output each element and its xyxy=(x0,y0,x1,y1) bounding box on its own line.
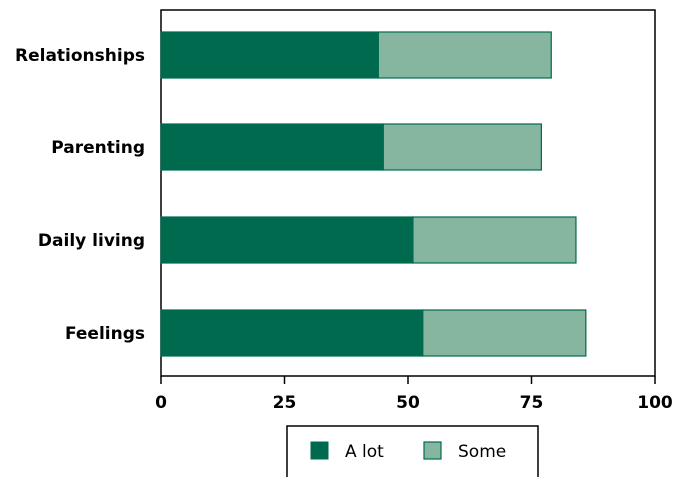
x-axis: 0 25 50 75 100 xyxy=(155,376,673,413)
x-tick-label: 50 xyxy=(396,393,420,413)
legend-swatch-a-lot xyxy=(310,441,329,460)
bar-a-lot-parenting xyxy=(160,123,384,171)
bar-a-lot-feelings xyxy=(160,309,424,357)
bar-a-lot-daily-living xyxy=(160,216,414,264)
category-labels: Relationships Parenting Daily living Feelin… xyxy=(15,46,145,344)
category-label: Parenting xyxy=(51,138,145,158)
legend-box xyxy=(286,425,539,477)
bar-some-relationships xyxy=(377,31,552,79)
legend-label-a-lot: A lot xyxy=(345,442,384,462)
legend: A lot Some xyxy=(286,425,539,477)
bar-some-daily-living xyxy=(412,216,577,264)
bar-some-feelings xyxy=(422,309,587,357)
category-label: Daily living xyxy=(38,231,145,251)
legend-label-some: Some xyxy=(458,442,506,462)
bar-some-parenting xyxy=(382,123,542,171)
x-tick-label: 0 xyxy=(155,393,167,413)
x-tick-label: 100 xyxy=(637,393,673,413)
bars-group xyxy=(160,31,587,357)
category-label: Relationships xyxy=(15,46,145,66)
x-tick-label: 75 xyxy=(520,393,544,413)
bar-a-lot-relationships xyxy=(160,31,379,79)
category-label: Feelings xyxy=(65,324,145,344)
legend-swatch-some xyxy=(423,441,442,460)
x-tick-label: 25 xyxy=(273,393,297,413)
